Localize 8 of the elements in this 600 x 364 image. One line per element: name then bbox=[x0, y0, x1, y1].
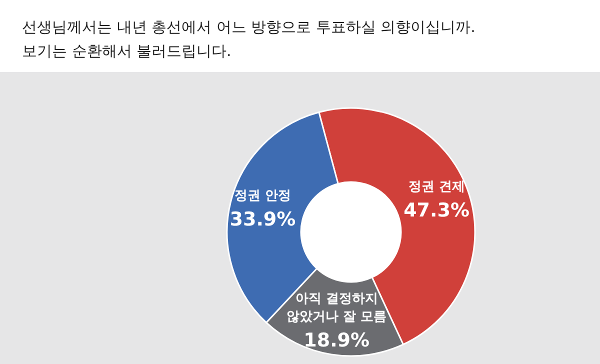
chart-subtitle: 보기는 순환해서 불러드립니다. bbox=[22, 42, 232, 60]
data-label: 47.3% bbox=[404, 199, 470, 222]
slice-label: 정권 안정 bbox=[234, 188, 291, 204]
data-label: 18.9% bbox=[304, 329, 370, 352]
slice-label: 아직 결정하지 않았거나 잘 모름 bbox=[286, 291, 387, 324]
data-label: 33.9% bbox=[230, 208, 296, 230]
chart-title: 선생님께서는 내년 총선에서 어느 방향으로 투표하실 의향이십니까. bbox=[22, 18, 476, 36]
slice-label: 정권 견제 bbox=[408, 179, 465, 194]
